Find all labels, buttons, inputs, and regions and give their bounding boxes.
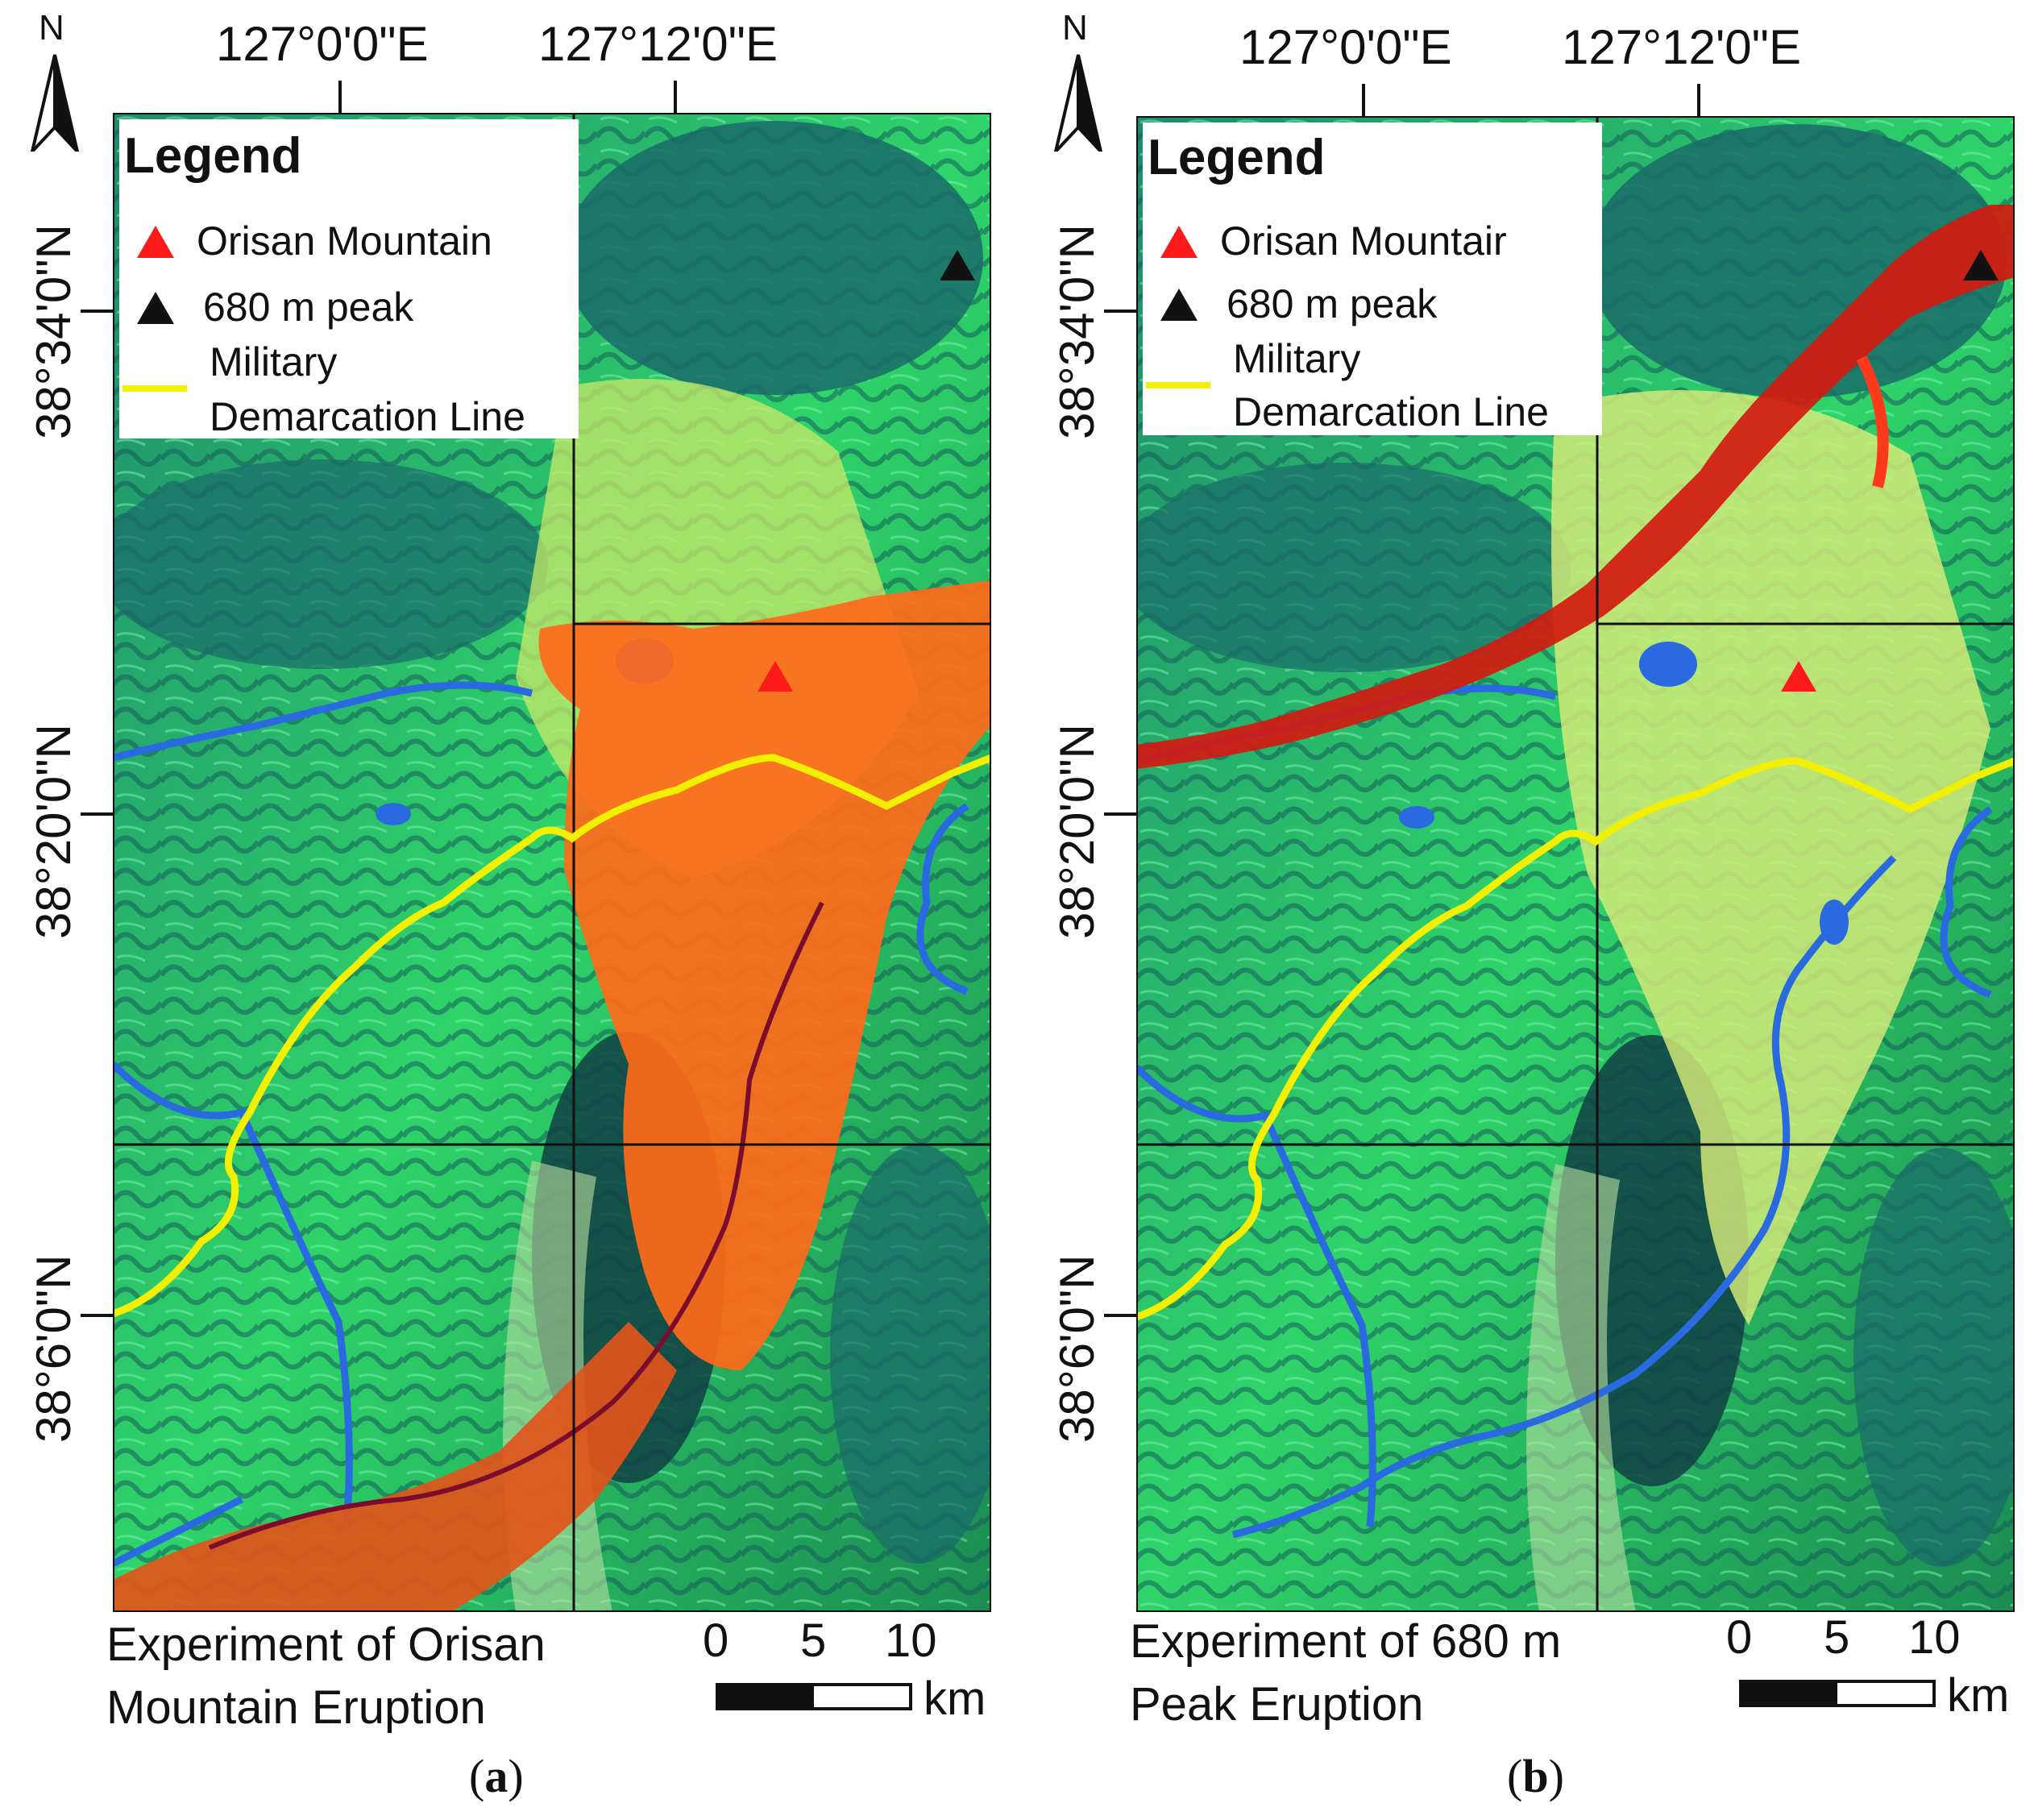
lat-label-3: 38°6'0"N xyxy=(1050,1254,1104,1443)
legend-mdl-line1: Military xyxy=(210,339,338,384)
satellite-map-a xyxy=(113,113,991,1612)
north-arrow-icon xyxy=(1046,15,1110,157)
north-label: N xyxy=(39,8,64,48)
lon-tick-2 xyxy=(1697,84,1700,116)
lat-label-1: 38°34'0"N xyxy=(1050,224,1104,439)
lava-branch xyxy=(1856,355,1889,488)
lat-tick-3 xyxy=(1104,1314,1136,1317)
legend-orisan: Orisan Mountain xyxy=(197,218,492,264)
lat-label-2: 38°20'0"N xyxy=(27,724,81,939)
scale-bar xyxy=(1739,1680,1936,1707)
peak-680-marker xyxy=(940,250,975,280)
legend-box: Legend Orisan Mountair 680 m peak Milita… xyxy=(1143,123,1602,435)
orisan-mountain-marker xyxy=(1781,661,1816,692)
legend-peak: 680 m peak xyxy=(203,285,414,330)
lat-label-1: 38°34'0"N xyxy=(27,224,81,439)
north-arrow-icon xyxy=(23,15,87,157)
red-triangle-icon xyxy=(1160,226,1198,258)
red-triangle-icon xyxy=(137,226,174,258)
yellow-line-icon xyxy=(1146,382,1210,389)
lake-2 xyxy=(376,803,411,825)
legend-mdl-line2: Demarcation Line xyxy=(210,394,525,439)
lon-label-2: 127°12'0"E xyxy=(1562,20,1801,74)
legend-mdl-line2: Demarcation Line xyxy=(1233,389,1549,434)
mountain-e xyxy=(1853,1148,2015,1567)
river-main xyxy=(1231,854,1897,1539)
peak-680-marker xyxy=(1963,250,1999,280)
lon-label-1: 127°0'0"E xyxy=(1239,20,1452,74)
panel-label-a: (a) xyxy=(469,1750,524,1802)
caption-line1: Experiment of 680 m xyxy=(1130,1615,1562,1668)
mountain-ne xyxy=(564,121,983,395)
river-east xyxy=(1940,806,1993,999)
lon-tick-1 xyxy=(1362,84,1365,116)
orisan-mountain-marker xyxy=(758,661,793,692)
legend-mdl-line1: Military xyxy=(1233,336,1361,381)
legend-title: Legend xyxy=(124,128,302,184)
lon-tick-1 xyxy=(338,81,342,113)
mdl-line xyxy=(113,754,991,1318)
lava-flow xyxy=(538,580,991,1370)
caption-line2: Peak Eruption xyxy=(1130,1678,1424,1731)
caption-line2: Mountain Eruption xyxy=(106,1681,486,1734)
lava-channel xyxy=(208,901,824,1550)
river-south xyxy=(113,1061,353,1524)
black-triangle-icon xyxy=(137,292,174,324)
river-sw xyxy=(113,1495,244,1568)
legend-title: Legend xyxy=(1148,130,1326,185)
lat-label-2: 38°20'0"N xyxy=(1050,724,1104,939)
scale-tick-5: 5 xyxy=(800,1614,827,1667)
black-triangle-icon xyxy=(1160,289,1198,321)
mdl-line xyxy=(1136,757,2015,1321)
north-label: N xyxy=(1062,8,1088,48)
scale-tick-5: 5 xyxy=(1824,1611,1850,1664)
panel-b: N 127°0'0"E 127°12'0"E 38°34'0"N 38°20'0… xyxy=(1023,0,2034,1820)
lon-label-2: 127°12'0"E xyxy=(538,17,778,71)
legend-orisan: Orisan Mountair xyxy=(1220,218,1507,264)
lon-tick-2 xyxy=(674,81,677,113)
river-east xyxy=(916,803,969,995)
mountain-ne xyxy=(1588,124,2007,398)
legend-box: Legend Orisan Mountain 680 m peak Milita… xyxy=(119,119,579,439)
lake-2 xyxy=(1399,806,1434,829)
panel-a: N 127°0'0"E 127°12'0"E 38°34'0"N 38°20'0… xyxy=(23,8,991,1802)
river-south xyxy=(1136,1064,1376,1527)
lat-label-3: 38°6'0"N xyxy=(27,1254,81,1443)
lake-1 xyxy=(1639,642,1697,687)
lat-tick-1 xyxy=(81,310,113,313)
mountain-nw xyxy=(113,459,548,669)
scale-unit: km xyxy=(1947,1669,2010,1722)
mountain-e xyxy=(830,1145,991,1564)
river-west xyxy=(113,681,533,762)
scale-bar xyxy=(716,1683,912,1710)
mountain-nw xyxy=(1136,463,1571,672)
caption-line1: Experiment of Orisan xyxy=(106,1618,546,1671)
panel-label-b: (b) xyxy=(1507,1750,1564,1802)
lon-label-1: 127°0'0"E xyxy=(216,17,429,71)
scale-tick-0: 0 xyxy=(703,1614,729,1667)
lat-tick-2 xyxy=(1104,812,1136,816)
scale-tick-0: 0 xyxy=(1726,1611,1753,1664)
valley-south xyxy=(1526,1164,1636,1612)
lat-tick-2 xyxy=(81,812,113,816)
lava-flow-south xyxy=(113,1322,677,1612)
lava-flow xyxy=(1136,205,2015,769)
lat-tick-3 xyxy=(81,1314,113,1317)
yellow-line-icon xyxy=(122,385,187,392)
legend-peak: 680 m peak xyxy=(1227,281,1438,326)
scale-tick-10: 10 xyxy=(885,1614,937,1667)
scale-tick-10: 10 xyxy=(1908,1611,1961,1664)
lat-tick-1 xyxy=(1104,310,1136,313)
scale-unit: km xyxy=(924,1672,986,1725)
